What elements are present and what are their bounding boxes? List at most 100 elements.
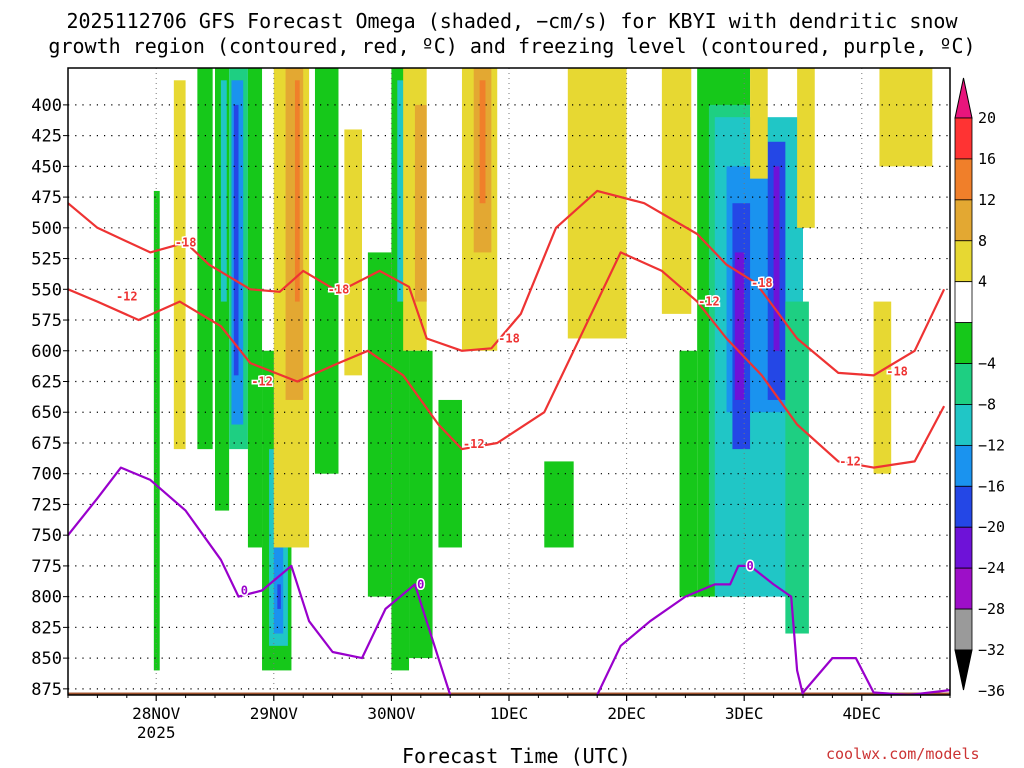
y-tick-label: 525 bbox=[31, 250, 62, 270]
y-tick-label: 475 bbox=[31, 188, 62, 208]
colorbar-bin bbox=[954, 444, 973, 487]
colorbar-label: −4 bbox=[978, 355, 996, 373]
omega-cell bbox=[785, 301, 809, 634]
colorbar-label: 20 bbox=[978, 109, 996, 127]
contour-label: -18 bbox=[328, 282, 350, 296]
omega-cell bbox=[277, 584, 281, 609]
contour-label: -18 bbox=[175, 236, 197, 250]
omega-cell bbox=[344, 129, 362, 376]
contour-label: -12 bbox=[698, 295, 720, 309]
y-tick-label: 500 bbox=[31, 219, 62, 239]
colorbar-label: −8 bbox=[978, 395, 996, 413]
y-tick-label: 725 bbox=[31, 495, 62, 515]
colorbar-bin bbox=[954, 363, 973, 405]
chart-title-line-1: 2025112706 GFS Forecast Omega (shaded, −… bbox=[66, 9, 958, 33]
terrain-band bbox=[68, 692, 950, 695]
omega-cell bbox=[153, 190, 160, 671]
omega-cell bbox=[734, 252, 745, 400]
y-tick-label: 850 bbox=[31, 649, 62, 669]
colorbar-bin bbox=[954, 608, 973, 651]
contour-label: -18 bbox=[886, 365, 908, 379]
freezing-level-contour bbox=[596, 564, 805, 695]
omega-cell bbox=[567, 68, 627, 339]
credit-text: coolwx.com/models bbox=[826, 745, 980, 763]
omega-cell bbox=[367, 252, 392, 597]
omega-cell bbox=[294, 80, 300, 302]
freezing-level-contour bbox=[802, 657, 950, 695]
x-tick-label: 3DEC bbox=[725, 704, 764, 723]
colorbar-bottom-arrow bbox=[954, 649, 973, 691]
colorbar-label: −16 bbox=[978, 477, 1005, 495]
colorbar-label: −36 bbox=[978, 682, 1005, 700]
colorbar-bin bbox=[954, 322, 973, 364]
omega-cell bbox=[544, 461, 574, 548]
omega-cell bbox=[220, 80, 227, 302]
colorbar-bin bbox=[954, 404, 973, 446]
colorbar-label: 8 bbox=[978, 232, 987, 250]
omega-cell bbox=[661, 68, 692, 314]
x-tick-label: 28NOV bbox=[132, 704, 181, 723]
x-tick-sublabel: 2025 bbox=[137, 723, 176, 742]
y-tick-label: 675 bbox=[31, 434, 62, 454]
terrain-fill bbox=[68, 692, 950, 695]
colorbar-bin bbox=[954, 117, 973, 160]
colorbar: 20 16 12 8 4 −4 −8 −12 −16 −20 −24 −28 −32 −36 bbox=[954, 77, 1005, 700]
y-tick-label: 550 bbox=[31, 280, 62, 300]
chart-title-line-2: growth region (contoured, red, ºC) and f… bbox=[48, 34, 976, 58]
contour-label: -12 bbox=[839, 454, 861, 468]
contour-label: -12 bbox=[251, 375, 273, 389]
colorbar-bin bbox=[954, 485, 973, 528]
dgz-contour-line bbox=[68, 189, 946, 377]
contour-label: 0 bbox=[417, 577, 424, 591]
colorbar-label: −28 bbox=[978, 600, 1005, 618]
contour-label: 0 bbox=[241, 584, 248, 598]
y-tick-label: 400 bbox=[31, 96, 62, 116]
y-tick-label: 625 bbox=[31, 373, 62, 393]
colorbar-bin bbox=[954, 567, 973, 610]
omega-cell bbox=[285, 68, 304, 400]
x-tick-label: 30NOV bbox=[367, 704, 416, 723]
y-tick-label: 425 bbox=[31, 127, 62, 147]
omega-cell bbox=[414, 104, 427, 302]
omega-cell bbox=[233, 104, 239, 376]
omega-shading bbox=[153, 68, 933, 671]
axes: 400 425 450 475 500 525 550 575 600 625 650 675 700 7… bbox=[31, 96, 951, 742]
grid bbox=[68, 68, 950, 695]
omega-cell bbox=[479, 80, 486, 204]
colorbar-top-arrow bbox=[954, 77, 973, 119]
omega-cell bbox=[797, 68, 815, 228]
colorbar-bin bbox=[954, 240, 973, 283]
contour-label: -18 bbox=[498, 331, 520, 345]
omega-cell bbox=[750, 68, 768, 179]
colorbar-label: −24 bbox=[978, 559, 1005, 577]
y-tick-label: 650 bbox=[31, 403, 62, 423]
contours bbox=[68, 189, 950, 695]
colorbar-label: −12 bbox=[978, 436, 1005, 454]
colorbar-label: −20 bbox=[978, 518, 1005, 536]
x-tick-label: 4DEC bbox=[843, 704, 882, 723]
y-tick-label: 700 bbox=[31, 465, 62, 485]
x-tick-label: 2DEC bbox=[607, 704, 646, 723]
dgz-contour-line bbox=[68, 251, 946, 469]
omega-cell bbox=[173, 80, 186, 450]
colorbar-label: −32 bbox=[978, 641, 1005, 659]
contour-label: -12 bbox=[463, 437, 485, 451]
omega-cell bbox=[879, 68, 933, 167]
omega-cell bbox=[314, 68, 339, 474]
y-tick-label: 825 bbox=[31, 618, 62, 638]
contour-label: -18 bbox=[751, 276, 773, 290]
omega-cell bbox=[247, 68, 263, 548]
x-tick-label: 29NOV bbox=[250, 704, 299, 723]
colorbar-bin bbox=[954, 526, 973, 569]
y-tick-label: 875 bbox=[31, 680, 62, 700]
colorbar-label: 16 bbox=[978, 150, 996, 168]
y-tick-label: 800 bbox=[31, 588, 62, 608]
y-tick-label: 775 bbox=[31, 557, 62, 577]
colorbar-label: 4 bbox=[978, 273, 987, 291]
omega-cell bbox=[773, 166, 780, 351]
contour-label: 0 bbox=[746, 559, 753, 573]
colorbar-label: 12 bbox=[978, 191, 996, 209]
y-tick-label: 450 bbox=[31, 157, 62, 177]
